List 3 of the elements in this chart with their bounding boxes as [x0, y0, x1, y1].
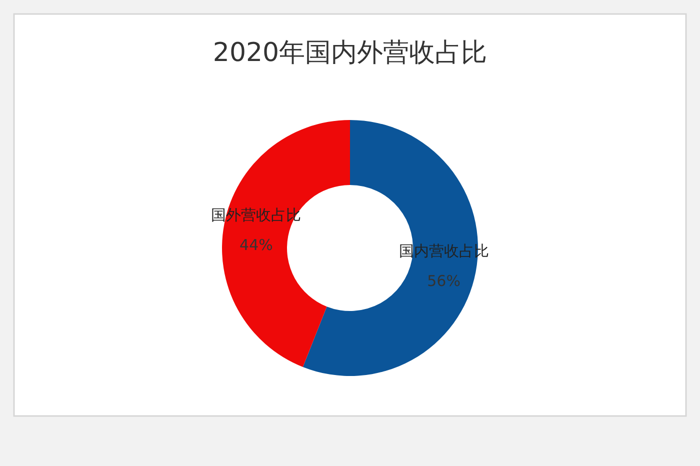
chart-title: 2020年国内外营收占比: [212, 38, 488, 68]
data-label: 56%: [427, 272, 460, 290]
data-label: 44%: [240, 236, 273, 254]
